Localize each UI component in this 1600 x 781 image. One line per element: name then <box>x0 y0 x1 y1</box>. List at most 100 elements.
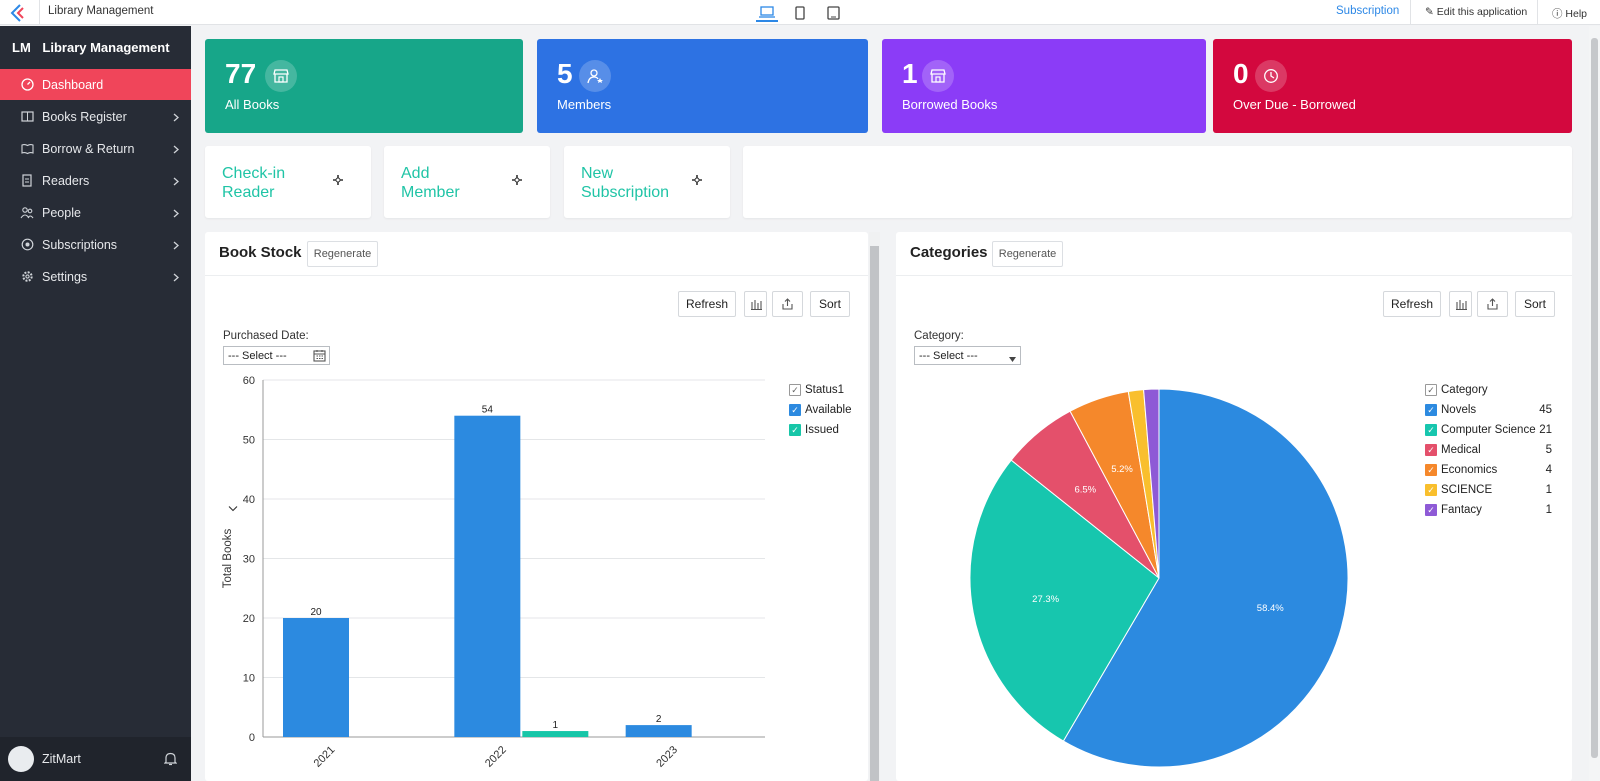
bell-icon[interactable] <box>163 751 178 769</box>
sort-button[interactable]: Sort <box>810 291 850 317</box>
pie-chart: 58.4% 27.3% 6.5% 5.2% <box>969 388 1349 768</box>
legend-value: 1 <box>1545 504 1552 516</box>
action-label: Check-in Reader <box>222 165 286 201</box>
legend-value: 4 <box>1545 464 1552 476</box>
sidebar-item-label: People <box>42 205 81 220</box>
phone-icon[interactable] <box>789 4 811 22</box>
laptop-icon[interactable] <box>756 4 778 22</box>
sidebar-item-settings[interactable]: Settings <box>0 261 191 292</box>
export-icon[interactable] <box>1477 291 1508 317</box>
scrollbar-thumb[interactable] <box>1591 38 1598 758</box>
legend-item-fantacy[interactable]: ✓ Fantacy <box>1425 504 1482 516</box>
regenerate-button[interactable]: Regenerate <box>992 241 1063 267</box>
chevron-down-icon[interactable] <box>228 506 238 512</box>
stat-label: All Books <box>225 97 280 112</box>
sidebar-item-books-register[interactable]: Books Register <box>0 101 191 132</box>
stat-card-borrowed-books[interactable]: 1 Borrowed Books <box>882 39 1206 133</box>
help-button[interactable]: ⓘ Help <box>1552 6 1587 21</box>
legend-label: Novels <box>1441 404 1477 416</box>
tablet-icon[interactable] <box>822 4 844 22</box>
sidebar-item-subscriptions[interactable]: Subscriptions <box>0 229 191 260</box>
legend-item-available[interactable]: ✓ Available <box>789 404 851 416</box>
panel-scrollbar[interactable] <box>869 232 880 781</box>
sidebar-item-readers[interactable]: Readers <box>0 165 191 196</box>
pie-slice-novels[interactable] <box>1062 388 1349 768</box>
document-icon <box>20 174 34 188</box>
sidebar-item-label: Dashboard <box>42 77 104 92</box>
refresh-button[interactable]: Refresh <box>1383 291 1441 317</box>
slice-label: 5.2% <box>1111 464 1133 475</box>
x-tick-label: 2021 <box>312 744 338 770</box>
legend-item-computer-science[interactable]: ✓ Computer Science <box>1425 424 1536 436</box>
legend-item-issued[interactable]: ✓ Issued <box>789 424 839 436</box>
y-tick-label: 20 <box>243 613 255 625</box>
legend-label: Available <box>805 404 852 416</box>
panel-title: Book Stock <box>219 244 302 261</box>
stat-card-over-due[interactable]: 0 Over Due - Borrowed <box>1213 39 1572 133</box>
edit-application-button[interactable]: ✎ Edit this application <box>1425 6 1527 18</box>
bar-chart-icon[interactable] <box>1449 291 1472 317</box>
slice-label: 6.5% <box>1074 484 1096 495</box>
stat-label: Borrowed Books <box>902 97 998 112</box>
y-tick-label: 10 <box>243 673 255 685</box>
checkbox-icon: ✓ <box>789 424 801 436</box>
data-label: 54 <box>482 405 494 416</box>
legend-item-science[interactable]: ✓ SCIENCE <box>1425 484 1492 496</box>
legend-header[interactable]: ✓ Status1 <box>789 384 844 396</box>
stat-label: Members <box>557 97 612 112</box>
sidebar-item-label: Books Register <box>42 109 127 124</box>
chevron-right-icon <box>173 207 179 221</box>
pie-slice-fantacy[interactable] <box>1143 388 1160 579</box>
app-logo-icon[interactable] <box>10 4 30 22</box>
plus-icon <box>332 174 344 189</box>
bar-chart: 0 10 20 30 40 50 60 Total Books 20 2021 54 1 2022 2 20… <box>222 375 765 770</box>
legend-item-economics[interactable]: ✓ Economics <box>1425 464 1497 476</box>
stat-value: 0 <box>1233 58 1249 89</box>
divider <box>1410 0 1411 25</box>
brand[interactable]: LM Library Management <box>12 40 170 55</box>
book-icon <box>20 110 34 124</box>
bar-issued-2022[interactable] <box>522 731 589 737</box>
legend-label: Economics <box>1441 464 1498 476</box>
sidebar-item-dashboard[interactable]: Dashboard <box>0 69 191 100</box>
category-select[interactable]: --- Select --- <box>914 346 1021 365</box>
check-in-reader-button[interactable]: Check-in Reader <box>205 146 371 218</box>
sidebar-item-borrow-return[interactable]: Borrow & Return <box>0 133 191 164</box>
sidebar-item-label: Settings <box>42 269 88 284</box>
pie-slice-computer-science[interactable] <box>969 459 1160 742</box>
sort-button[interactable]: Sort <box>1515 291 1555 317</box>
slice-label: 27.3% <box>1032 594 1059 605</box>
regenerate-button[interactable]: Regenerate <box>307 241 378 267</box>
add-member-button[interactable]: Add Member <box>384 146 550 218</box>
sidebar-item-people[interactable]: People <box>0 197 191 228</box>
legend-item-medical[interactable]: ✓ Medical <box>1425 444 1481 456</box>
new-subscription-button[interactable]: New Subscription <box>564 146 730 218</box>
bar-chart-icon[interactable] <box>744 291 767 317</box>
chevron-right-icon <box>173 239 179 253</box>
data-label: 2 <box>656 714 662 725</box>
legend-value: 45 <box>1539 404 1552 416</box>
checkbox-icon: ✓ <box>1425 384 1437 396</box>
checkbox-icon: ✓ <box>1425 424 1437 436</box>
member-icon <box>579 60 611 92</box>
people-icon <box>20 206 34 220</box>
subscription-link[interactable]: Subscription <box>1336 5 1400 17</box>
chevron-right-icon <box>173 175 179 189</box>
avatar[interactable] <box>8 746 34 772</box>
refresh-button[interactable]: Refresh <box>678 291 736 317</box>
export-icon[interactable] <box>772 291 803 317</box>
stat-card-members[interactable]: 5 Members <box>537 39 868 133</box>
legend-item-novels[interactable]: ✓ Novels <box>1425 404 1476 416</box>
page-scrollbar[interactable] <box>1589 26 1600 781</box>
bar-available-2022[interactable] <box>454 415 521 737</box>
store-icon <box>265 60 297 92</box>
slice-label: 58.4% <box>1257 603 1284 614</box>
divider <box>39 0 40 25</box>
legend-title: Category <box>1441 384 1488 396</box>
scrollbar-thumb[interactable] <box>870 246 879 781</box>
stat-card-all-books[interactable]: 77 All Books <box>205 39 523 133</box>
bar-available-2021[interactable] <box>283 618 349 737</box>
purchased-date-select[interactable]: --- Select --- <box>223 346 330 365</box>
legend-header[interactable]: ✓ Category <box>1425 384 1488 396</box>
bar-available-2023[interactable] <box>625 725 692 737</box>
